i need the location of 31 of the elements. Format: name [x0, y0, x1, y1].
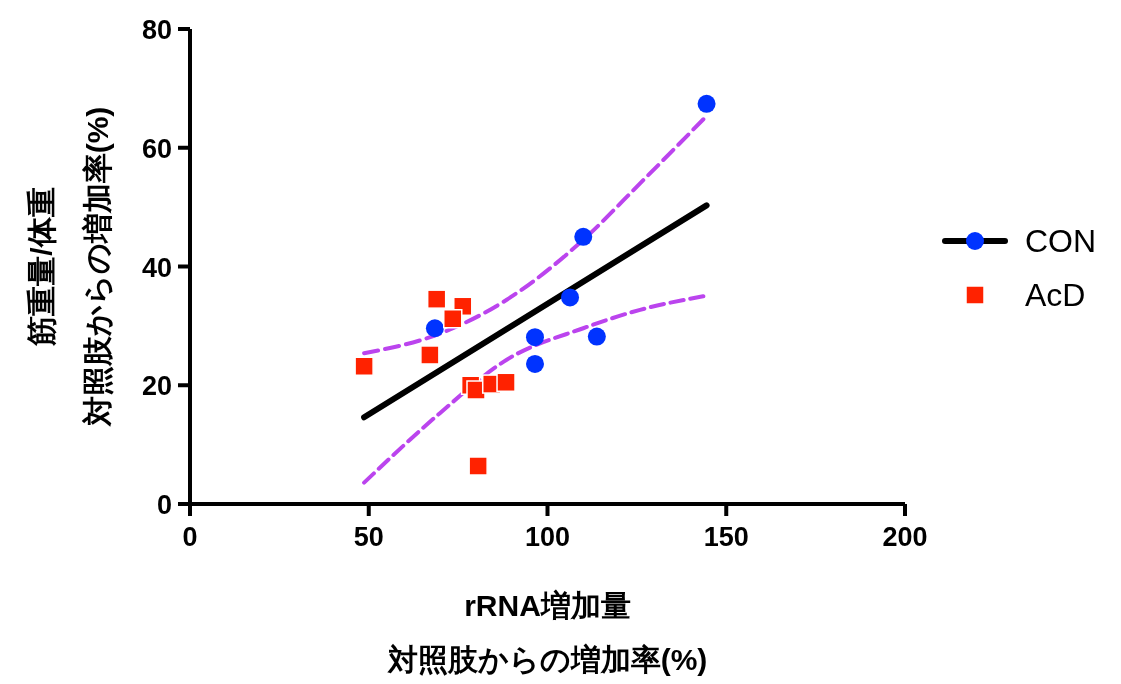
line-series — [362, 294, 706, 485]
point — [587, 327, 606, 346]
point — [574, 227, 593, 246]
x-tick-label: 100 — [524, 522, 571, 552]
y-tick-label: 0 — [156, 490, 172, 520]
y-tick-label: 80 — [141, 15, 172, 45]
point — [420, 345, 440, 365]
point — [525, 354, 544, 373]
point — [525, 328, 544, 347]
point — [496, 372, 516, 393]
x-tick-label: 0 — [182, 522, 198, 552]
line-series — [362, 117, 706, 356]
y-tick-label: 40 — [141, 252, 172, 283]
x-axis-title: rRNA増加量 — [464, 589, 631, 622]
x-tick-label: 50 — [353, 522, 384, 552]
text: 対照肢からの増加率(%) — [386, 643, 708, 676]
point — [697, 94, 716, 113]
text: 対照肢からの増加率(%) — [81, 106, 114, 428]
y-tick-label: 60 — [141, 133, 172, 164]
point — [354, 356, 374, 376]
y-axis-title: 筋重量/体重 — [25, 187, 58, 347]
point — [468, 456, 488, 476]
point — [426, 289, 447, 309]
point — [425, 319, 444, 338]
legend-label: CON — [1025, 223, 1097, 259]
legend-label: AcD — [1025, 277, 1086, 313]
x-tick-label: 150 — [703, 522, 749, 552]
x-tick-label: 200 — [882, 522, 928, 552]
y-tick-label: 20 — [141, 371, 172, 402]
point — [561, 288, 580, 307]
point — [443, 309, 463, 329]
